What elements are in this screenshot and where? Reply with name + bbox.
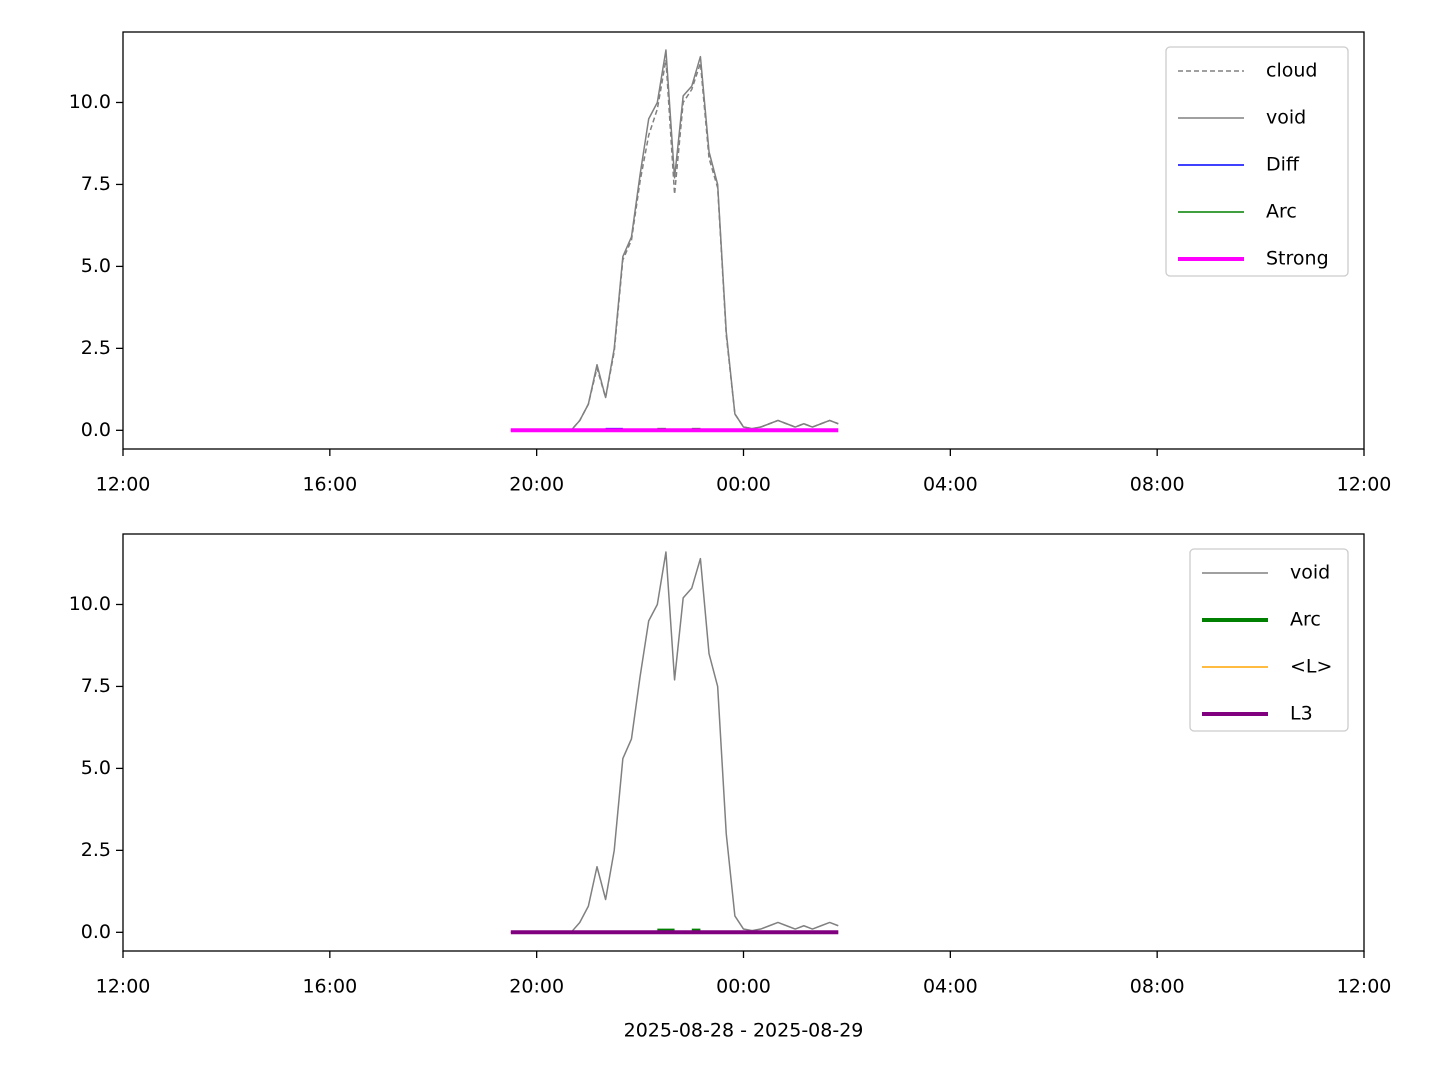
x-tick-label: 00:00: [716, 976, 771, 998]
series-line: [510, 59, 839, 432]
x-tick-label: 12:00: [1337, 976, 1392, 998]
x-tick-label: 12:00: [1337, 474, 1392, 496]
legend-box: [1165, 46, 1349, 277]
legend-label: <L>: [1290, 656, 1332, 678]
series-line: [510, 49, 839, 432]
legend-label: Strong: [1266, 248, 1329, 270]
legend-label: Arc: [1290, 609, 1321, 631]
legend-box: [1189, 548, 1349, 732]
x-tick-label: 12:00: [96, 976, 151, 998]
y-tick-label: 5.0: [81, 255, 111, 277]
series-line: [510, 551, 839, 934]
axes-frame: [122, 31, 1365, 450]
x-tick-label: 20:00: [509, 474, 564, 496]
legend-label: Diff: [1266, 154, 1300, 176]
y-tick-label: 7.5: [81, 173, 111, 195]
y-tick-label: 2.5: [81, 337, 111, 359]
x-tick-label: 16:00: [302, 976, 357, 998]
x-tick-label: 04:00: [923, 976, 978, 998]
y-tick-label: 7.5: [81, 675, 111, 697]
legend-label: void: [1266, 107, 1306, 129]
y-tick-label: 5.0: [81, 757, 111, 779]
x-tick-label: 12:00: [96, 474, 151, 496]
x-axis-label: 2025-08-28 - 2025-08-29: [624, 1020, 864, 1042]
x-tick-label: 20:00: [509, 976, 564, 998]
x-tick-label: 08:00: [1130, 976, 1185, 998]
y-tick-label: 10.0: [69, 91, 111, 113]
y-tick-label: 2.5: [81, 839, 111, 861]
axes-frame: [122, 533, 1365, 952]
y-tick-label: 10.0: [69, 593, 111, 615]
legend-label: L3: [1290, 703, 1313, 725]
legend-label: Arc: [1266, 201, 1297, 223]
y-tick-label: 0.0: [81, 921, 111, 943]
x-tick-label: 08:00: [1130, 474, 1185, 496]
x-tick-label: 04:00: [923, 474, 978, 496]
x-tick-label: 00:00: [716, 474, 771, 496]
legend-label: void: [1290, 562, 1330, 584]
y-tick-label: 0.0: [81, 419, 111, 441]
legend-label: cloud: [1266, 60, 1317, 82]
x-tick-label: 16:00: [302, 474, 357, 496]
